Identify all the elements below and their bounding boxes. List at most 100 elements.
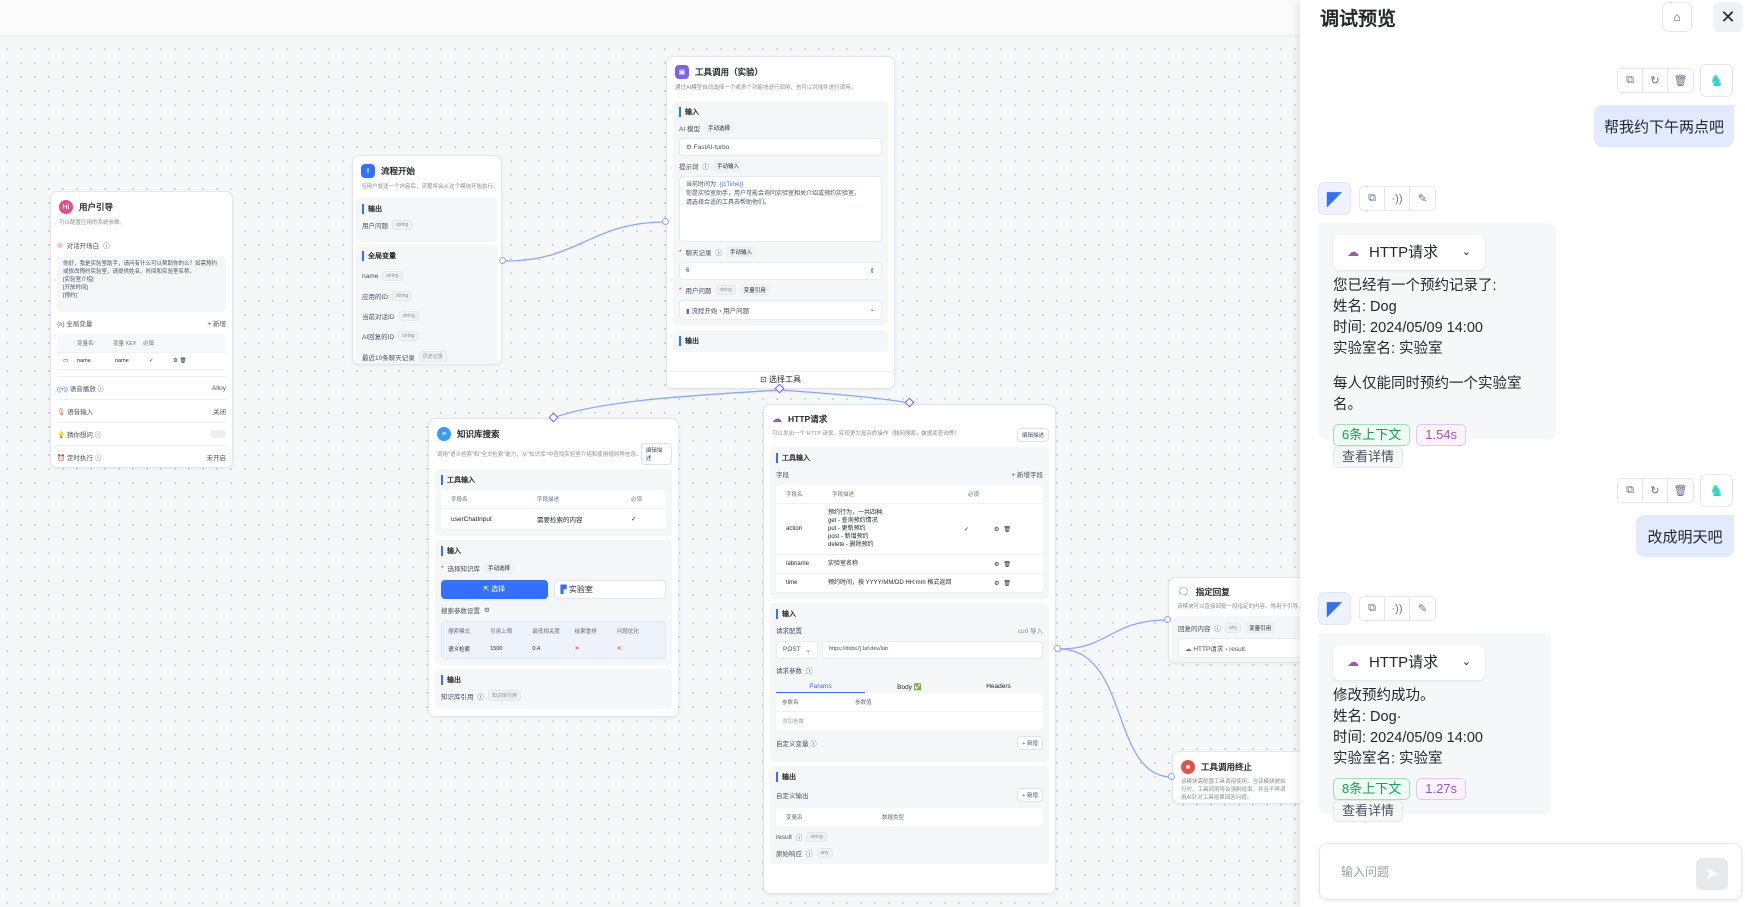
chat-input[interactable]: 输入问题 [1341, 865, 1390, 879]
copy-icon[interactable]: ⧉ [1360, 597, 1385, 620]
specified-reply-node[interactable]: 🗨 指定回复 该模块可以直接回复一段指定的内容。常用于引导、 回复的内容 ⓘ any 变… [1168, 577, 1318, 663]
settings-icon[interactable]: ⚙ [173, 358, 178, 364]
guess-toggle[interactable] [210, 430, 226, 438]
delete-icon[interactable]: 🗑 [1003, 526, 1012, 533]
reply-ref-select[interactable]: ☁ HTTP请求 › result [1178, 638, 1308, 658]
send-button[interactable]: ➤ [1696, 858, 1728, 890]
history-stepper[interactable]: 6 ⇕ [679, 262, 882, 280]
add-param-input[interactable]: 添加参数 [782, 719, 805, 725]
module-dropdown[interactable]: ☁ HTTP请求 ⌄ [1333, 235, 1485, 270]
reply-input-handle[interactable] [1164, 616, 1171, 623]
context-tag[interactable]: 8条上下文 [1333, 778, 1411, 800]
chat-input-box[interactable]: 输入问题 ➤ [1319, 843, 1742, 900]
table-row: labname 实验室名称 ⚙ 🗑 [776, 555, 1043, 574]
url-input[interactable]: https://dxbs7j.laf.dev/lab [822, 641, 1043, 659]
schedule-value[interactable]: 未开启 [206, 455, 227, 462]
message-line: 姓名: Dog [1333, 299, 1397, 315]
search-params-table[interactable]: 搜索模式 引用上限 最低相关度 结果重排 问题优化 语义检索 1500 0.4 ✕ ✕ [441, 621, 666, 659]
retry-icon[interactable]: ↻ [1643, 69, 1668, 92]
view-detail-button[interactable]: 查看详情 [1333, 446, 1404, 468]
flow-start-node[interactable]: I 流程开始 当用户发送一个内容后，流程将会从这个模块开始执行。 输出 用户问题 s… [352, 155, 502, 365]
settings-icon[interactable]: ⚙ [994, 526, 1000, 533]
select-tool-footer[interactable]: ⊡ 选择工具 [667, 371, 894, 388]
settings-icon[interactable]: ⚙ [994, 580, 1000, 587]
speaker-icon[interactable]: ·)) [1385, 187, 1410, 210]
close-button[interactable]: ✕ [1713, 2, 1743, 32]
field-desc: 实验室名称 [828, 561, 859, 567]
history-mode-tag[interactable]: 手动输入 [726, 246, 757, 258]
settings-icon[interactable]: ⚙ [484, 607, 490, 614]
tool-end-node[interactable]: ■ 工具调用终止 该模块需配置工具调用使用。当该模块被执行时，工具调用将会强制结束… [1172, 751, 1322, 804]
delete-icon[interactable]: 🗑 [1003, 580, 1012, 587]
voice-input-value[interactable]: 关闭 [213, 409, 226, 416]
col-header: 参数值 [855, 700, 872, 706]
workflow-canvas[interactable]: Hi 用户引导 可以配置应用的系统参数。 ◎ 对话开场白 ⓘ 你好，我是实验室助手，请… [0, 0, 1322, 907]
delete-icon[interactable]: 🗑 [1673, 75, 1688, 87]
model-select[interactable]: ⚙ FastAI-turbo [679, 138, 882, 156]
prompt-textarea[interactable]: 当前时间为: {{cTime}} 你是实验室助手，用户可能会询问实验室相关介绍或预… [679, 176, 882, 242]
tool-call-input-handle[interactable] [662, 218, 669, 225]
delete-icon[interactable]: 🗑 [179, 358, 187, 364]
tts-value[interactable]: Alloy [211, 384, 226, 392]
context-tag[interactable]: 6条上下文 [1333, 424, 1411, 446]
panel-title: 调试预览 [1320, 9, 1397, 30]
clear-chat-button[interactable]: ⌂ [1662, 2, 1692, 32]
prompt-mode-tag[interactable]: 手动输入 [713, 160, 744, 172]
view-detail-button[interactable]: 查看详情 [1333, 800, 1404, 822]
http-request-node[interactable]: ☁ HTTP请求 可以发出一个 HTTP 请求，实现更为复杂的操作（联网搜索、数据… [763, 404, 1056, 894]
add-custom-var-button[interactable]: + 新增 [1017, 736, 1043, 750]
edit-desc-button[interactable]: 编辑描述 [640, 443, 672, 465]
module-dropdown[interactable]: ☁ HTTP请求 ⌄ [1333, 645, 1485, 680]
speaker-icon[interactable]: ·)) [1385, 597, 1410, 620]
user-guide-node[interactable]: Hi 用户引导 可以配置应用的系统参数。 ◎ 对话开场白 ⓘ 你好，我是实验室助手，请… [50, 191, 233, 468]
kb-chip[interactable]: ▛ 实验室 [553, 580, 666, 599]
model-mode-tag[interactable]: 手动选择 [703, 122, 734, 134]
col-header: 必须 [968, 492, 980, 498]
stepper-arrows-icon[interactable]: ⇕ [869, 268, 875, 275]
col-header: 结果重排 [574, 629, 597, 635]
delete-icon[interactable]: 🗑 [1673, 485, 1688, 497]
add-var-button[interactable]: + 新增 [207, 321, 226, 328]
tab-body[interactable]: Body ✅ [897, 684, 922, 691]
edge-http-to-end [1058, 648, 1173, 778]
opening-textarea[interactable]: 你好，我是实验室助手，请问有什么可以帮助你的么？如需预约或修改预约实验室，请提供… [57, 256, 226, 312]
copy-icon[interactable]: ⧉ [1618, 69, 1643, 92]
kb-mode-tag[interactable]: 手动选择 [484, 562, 515, 574]
settings-icon[interactable]: ⚙ [994, 561, 1000, 568]
retry-icon[interactable]: ↻ [1643, 479, 1668, 502]
edit-icon[interactable]: ✎ [1417, 193, 1428, 205]
message-icon: 🗨 [1177, 586, 1190, 598]
edit-icon[interactable]: ✎ [1417, 603, 1428, 615]
field-name: time [786, 580, 798, 586]
tool-call-node[interactable]: ▣ 工具调用（实验） 通过AI模型自动选择一个或多个功能块进行调用，也可以对插件进… [666, 56, 895, 389]
add-field-button[interactable]: + 新增字段 [1011, 472, 1043, 479]
node-desc: 调用"语义检索"和"全文检索"能力，从"知识库"中查找实验室介绍和使用规则等信息… [437, 452, 641, 458]
model-value: FastAI-turbo [693, 144, 730, 151]
tool-end-input-handle[interactable] [1168, 773, 1175, 780]
question-mode-tag[interactable]: 变量引用 [739, 284, 770, 296]
type-tag: string [398, 311, 419, 321]
question-ref-select[interactable]: ▮ 流程开始 › 用户问题 ⌄ [679, 300, 882, 320]
edge-toolcall-to-knowledge [552, 389, 781, 419]
reply-content-label: 回复的内容 [1178, 626, 1211, 633]
copy-icon[interactable]: ⧉ [1618, 479, 1643, 502]
tab-headers[interactable]: Headers [986, 683, 1011, 690]
type-tag: string [806, 832, 827, 842]
delete-icon[interactable]: 🗑 [1003, 561, 1012, 568]
knowledge-search-node[interactable]: ≡ 知识库搜索 调用"语义检索"和"全文检索"能力，从"知识库"中查找实验室介绍和… [428, 418, 679, 717]
http-output-handle[interactable] [1054, 645, 1061, 652]
col-header: 数据类型 [882, 815, 905, 821]
type-tag: any [816, 848, 833, 858]
add-output-button[interactable]: + 新增 [1017, 788, 1043, 802]
method-select[interactable]: POST ⌄ [776, 641, 818, 659]
message-line: 实验室名: 实验室 [1333, 751, 1443, 767]
content-mode-tag[interactable]: 变量引用 [1245, 622, 1276, 634]
variable-icon: {x} [57, 321, 65, 328]
select-kb-button[interactable]: ⇱ 选择 [441, 580, 548, 599]
copy-icon[interactable]: ⧉ [1360, 187, 1385, 210]
question-label: 用户问题 [685, 288, 712, 295]
edit-desc-button[interactable]: 编辑描述 [1016, 428, 1049, 442]
curl-import-button[interactable]: curl 导入 [1017, 628, 1043, 635]
tab-params[interactable]: Params [776, 681, 865, 693]
flow-start-output-handle[interactable] [499, 257, 506, 264]
